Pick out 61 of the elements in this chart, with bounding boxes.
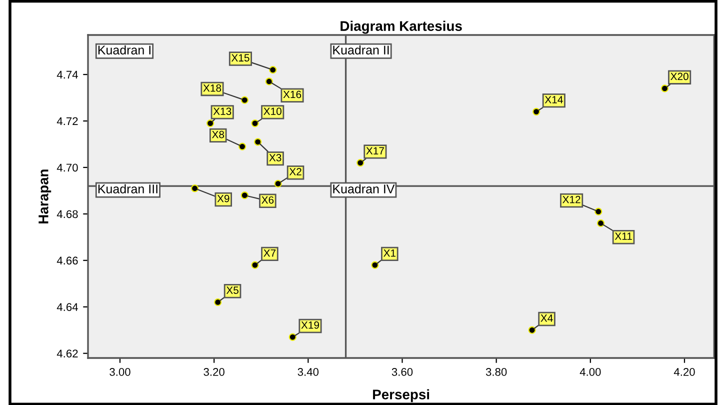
data-label: X3 xyxy=(269,154,282,162)
data-label: X1 xyxy=(384,249,396,257)
x-tick-label: 4.00 xyxy=(580,368,601,376)
point xyxy=(371,261,379,269)
data-label: X19 xyxy=(301,321,320,329)
point xyxy=(214,298,222,306)
x-axis-title: Persepsi xyxy=(373,389,430,402)
data-label: X16 xyxy=(283,90,302,98)
data-label: X14 xyxy=(544,96,563,104)
point xyxy=(254,138,262,146)
annotation: Kuadran II xyxy=(333,45,389,55)
x-tick-label: 4.20 xyxy=(674,368,695,376)
point xyxy=(596,219,605,228)
point xyxy=(265,78,273,86)
point xyxy=(190,184,199,192)
data-label: X7 xyxy=(264,249,276,257)
data-label: X13 xyxy=(213,108,232,115)
data-label: X4 xyxy=(540,314,553,322)
annotation: Kuadran IV xyxy=(333,184,395,194)
annotation: Kuadran I xyxy=(98,45,150,55)
data-label: X8 xyxy=(212,130,224,138)
y-tick-label: 4.64 xyxy=(56,303,78,312)
x-tick-label: 3.00 xyxy=(110,368,130,376)
y-axis-title: Harapan xyxy=(38,170,52,224)
data-label: X6 xyxy=(262,196,274,204)
y-tick-label: 4.74 xyxy=(56,70,78,79)
data-label: X9 xyxy=(217,194,230,202)
point xyxy=(240,96,248,104)
point xyxy=(238,142,246,150)
data-label: X12 xyxy=(562,196,580,204)
point xyxy=(274,180,282,188)
data-label: X10 xyxy=(264,108,282,115)
y-tick-label: 4.62 xyxy=(56,350,78,358)
point xyxy=(356,158,364,167)
y-tick-label: 4.66 xyxy=(56,256,78,265)
y-tick-label: 4.68 xyxy=(56,210,78,218)
point xyxy=(528,326,536,334)
x-tick-label: 3.40 xyxy=(298,368,319,376)
point xyxy=(269,66,277,74)
data-label: X15 xyxy=(231,54,250,62)
data-label: X2 xyxy=(289,168,302,176)
x-tick-label: 3.20 xyxy=(204,368,224,376)
data-label: X5 xyxy=(226,286,238,294)
point xyxy=(251,261,259,269)
x-tick-label: 3.60 xyxy=(392,368,413,376)
data-label: X11 xyxy=(614,232,632,240)
annotation: Kuadran III xyxy=(98,184,158,194)
chart-title: Diagram Kartesius xyxy=(340,20,462,34)
point xyxy=(206,119,214,128)
y-tick-label: 4.70 xyxy=(56,164,78,172)
point xyxy=(251,119,259,128)
data-label: X18 xyxy=(203,84,222,92)
point xyxy=(532,108,540,116)
y-tick-label: 4.72 xyxy=(56,117,78,126)
point xyxy=(660,84,669,92)
point xyxy=(240,192,248,200)
data-label: X20 xyxy=(670,72,688,80)
x-tick-label: 3.80 xyxy=(486,368,507,376)
data-label: X17 xyxy=(366,147,384,154)
point xyxy=(594,208,602,216)
point xyxy=(288,333,296,341)
